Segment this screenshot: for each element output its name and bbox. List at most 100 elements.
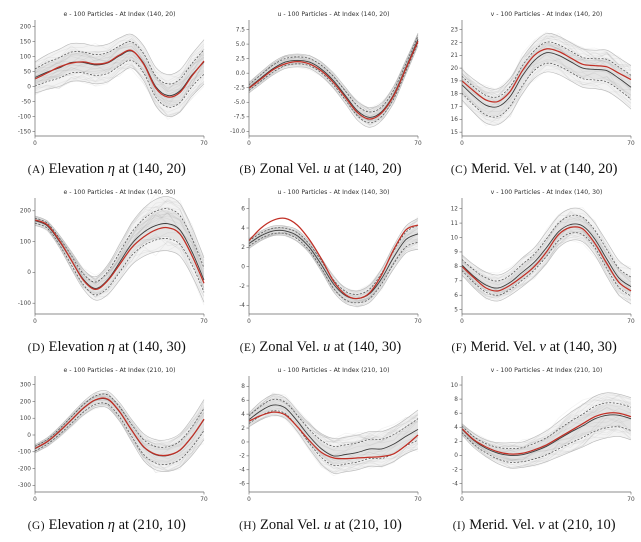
x-axis-ticks: 0 70 (460, 136, 635, 147)
svg-text:0.0: 0.0 (235, 71, 245, 77)
x-axis-ticks: 0 70 (247, 136, 421, 147)
svg-text:0: 0 (247, 141, 251, 147)
chart-title: v - 100 Particles - At Index (140, 20) (491, 11, 603, 18)
y-axis-ticks: 200 100 0 -100 (18, 209, 35, 307)
caption-symbol: η (107, 516, 115, 533)
ensemble-envelope-lines (461, 207, 632, 305)
caption-letter: (I) (452, 519, 466, 532)
line-chart-g: 300 200 100 0 -100 -200 -300 0 70 e - 100 Particl… (18, 367, 208, 503)
x-axis-ticks: 0 70 (33, 314, 208, 325)
svg-text:17: 17 (451, 104, 459, 110)
chart-title: e - 100 Particles - At Index (140, 30) (63, 189, 175, 196)
figure-panel-b: 7.5 5.0 2.5 0.0 -2.5 -5.0 -7.5 -10.0 0 70 u - 100 … (214, 8, 428, 152)
truth-line (461, 412, 632, 455)
svg-text:-4: -4 (452, 481, 458, 487)
line-chart-f: 12 11 10 9 8 7 6 50 70 v - 100 Particles - At Ind… (451, 189, 635, 325)
svg-text:9: 9 (454, 250, 458, 256)
truth-line (34, 49, 205, 98)
svg-text:0: 0 (247, 319, 251, 325)
svg-text:10: 10 (451, 235, 459, 241)
svg-text:70: 70 (200, 497, 208, 503)
svg-text:0: 0 (27, 433, 31, 439)
svg-text:5: 5 (454, 307, 458, 313)
y-axis-ticks: 8 6 4 2 0 -2 -4 -6 (239, 384, 249, 487)
caption-location: at (140, 30) (333, 338, 402, 355)
svg-text:-2.5: -2.5 (233, 86, 245, 92)
caption-name: Zonal Vel. (259, 516, 321, 533)
truth-line (34, 219, 205, 291)
svg-text:2: 2 (454, 439, 458, 445)
y-axis-ticks: 200 150 100 50 0 -50 -100 -150 (18, 24, 35, 135)
svg-text:8: 8 (241, 384, 245, 390)
caption-name: Zonal Vel. (259, 338, 320, 355)
caption-letter: (B) (239, 163, 257, 176)
caption-name: Elevation (48, 516, 105, 533)
ensemble-envelope-lines (34, 390, 205, 472)
caption-name: Merid. Vel. (469, 516, 535, 533)
caption-location: at (210, 10) (334, 516, 402, 533)
chart-title: e - 100 Particles - At Index (210, 10) (63, 367, 175, 374)
svg-text:100: 100 (20, 239, 31, 245)
svg-text:2: 2 (241, 245, 245, 251)
chart-title: u - 100 Particles - At Index (140, 20) (277, 11, 389, 18)
svg-text:6: 6 (454, 293, 458, 299)
svg-text:-100: -100 (18, 450, 31, 456)
caption-location: at (210, 10) (118, 516, 186, 533)
caption-letter: (A) (27, 163, 45, 176)
figure-panel-c: 23 22 21 20 19 18 17 16 15 0 70 v - 100 Particles -… (427, 8, 641, 152)
axes-spines (34, 376, 204, 493)
ensemble-band-inner (248, 36, 418, 123)
truth-line (461, 48, 632, 103)
caption-name: Elevation (48, 338, 105, 355)
svg-text:16: 16 (451, 117, 459, 123)
svg-text:0: 0 (33, 319, 37, 325)
axes-spines (461, 198, 632, 315)
y-axis-ticks: 6 4 2 0 -2 -4 (239, 206, 249, 309)
caption-symbol: v (538, 516, 545, 533)
svg-text:4: 4 (241, 226, 245, 232)
svg-text:8: 8 (454, 397, 458, 403)
figure-caption-i: (I) Merid. Vel. v at (210, 10) (427, 517, 641, 534)
ensemble-mean-line (461, 223, 632, 289)
caption-location: at (140, 20) (118, 160, 186, 177)
caption-symbol: η (107, 160, 115, 177)
svg-text:70: 70 (200, 141, 208, 147)
caption-name: Merid. Vel. (471, 160, 537, 177)
truth-line (248, 217, 418, 300)
ensemble-band-inner (34, 209, 204, 295)
figure-caption-c: (C) Merid. Vel. v at (140, 20) (427, 161, 641, 178)
svg-text:200: 200 (20, 24, 31, 30)
chart-title: u - 100 Particles - At Index (210, 10) (277, 367, 389, 374)
caption-letter: (G) (27, 519, 45, 532)
line-chart-c: 23 22 21 20 19 18 17 16 150 70 v - 100 Particles -… (451, 11, 635, 147)
figure-caption-b: (B) Zonal Vel. u at (140, 20) (214, 161, 428, 178)
caption-location: at (140, 20) (334, 160, 402, 177)
truth-line (248, 40, 419, 120)
svg-text:-100: -100 (18, 301, 31, 307)
svg-text:7.5: 7.5 (235, 27, 245, 33)
figure-caption-a: (A) Elevation η at (140, 20) (0, 161, 214, 178)
svg-text:70: 70 (627, 141, 635, 147)
axes-spines (34, 198, 204, 315)
figure-panel-g: 300 200 100 0 -100 -200 -300 0 70 e - 100 Particl… (0, 364, 214, 508)
ensemble-band-inner (248, 226, 418, 303)
caption-letter: (F) (451, 341, 467, 354)
svg-text:-150: -150 (18, 129, 31, 135)
caption-letter: (D) (27, 341, 45, 354)
svg-text:10: 10 (451, 383, 459, 389)
caption-location: at (140, 30) (118, 338, 186, 355)
svg-text:0: 0 (241, 440, 245, 446)
caption-location: at (210, 10) (548, 516, 616, 533)
caption-symbol: η (107, 338, 115, 355)
svg-text:0: 0 (247, 497, 251, 503)
truth-line (34, 397, 205, 457)
svg-text:5.0: 5.0 (235, 42, 245, 48)
ensemble-mean-line (248, 229, 418, 300)
svg-text:2.5: 2.5 (235, 56, 245, 62)
caption-letter: (E) (239, 341, 256, 354)
svg-text:4: 4 (241, 412, 245, 418)
svg-text:22: 22 (451, 40, 459, 46)
caption-letter: (H) (239, 519, 257, 532)
ensemble-band-inner (34, 42, 204, 107)
